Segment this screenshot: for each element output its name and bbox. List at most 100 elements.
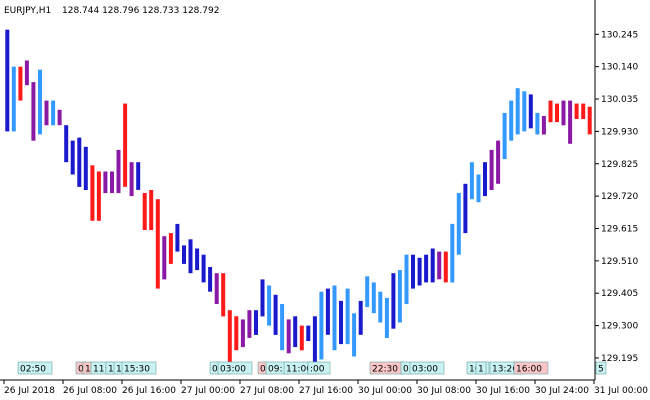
price-bar bbox=[267, 285, 272, 326]
y-tick-label: 129.825 bbox=[601, 160, 638, 170]
price-bar bbox=[541, 116, 546, 135]
price-bar bbox=[110, 171, 114, 194]
time-marker-label: 11: bbox=[93, 365, 107, 375]
time-marker-label: 1 bbox=[116, 365, 122, 375]
time-marker-label: 03:00 bbox=[412, 365, 438, 375]
price-bar bbox=[443, 251, 448, 283]
price-bar bbox=[240, 319, 245, 348]
y-tick-label: 129.405 bbox=[601, 289, 638, 299]
time-marker[interactable]: 1 bbox=[475, 361, 487, 375]
x-tick-label: 27 Jul 00:00 bbox=[181, 386, 235, 396]
price-bar bbox=[18, 66, 23, 101]
price-bar bbox=[397, 270, 402, 323]
time-marker-label: 22:30 bbox=[372, 365, 398, 375]
price-bar bbox=[417, 257, 422, 286]
time-marker[interactable]: 15:30 bbox=[121, 361, 157, 375]
price-bar bbox=[568, 100, 573, 144]
price-bar bbox=[502, 112, 507, 160]
price-bar bbox=[378, 291, 383, 323]
price-bar bbox=[325, 288, 330, 335]
price-bar bbox=[391, 273, 396, 329]
time-marker-label: 0 bbox=[403, 365, 409, 375]
time-marker[interactable]: :00 bbox=[307, 361, 331, 375]
price-bar bbox=[280, 304, 285, 351]
time-marker-box bbox=[409, 361, 445, 375]
time-markers-layer: 02:50 0 1 11: 1 1 15:30 0 03:00 0 09: 11:00:00 22:30… bbox=[17, 361, 607, 375]
time-marker-label: 11:00 bbox=[286, 365, 312, 375]
price-bar bbox=[195, 248, 200, 271]
price-bar bbox=[496, 140, 501, 184]
chart-ohlc: 128.744 128.796 128.733 128.792 bbox=[62, 6, 219, 16]
time-marker-label: 09: bbox=[268, 365, 282, 375]
price-bar bbox=[201, 254, 206, 283]
time-marker[interactable]: 02:50 bbox=[17, 361, 53, 375]
x-tick-label: 27 Jul 08:00 bbox=[240, 386, 294, 396]
price-bar bbox=[11, 66, 16, 132]
time-marker-label: 1 bbox=[85, 365, 91, 375]
x-tick-label: 30 Jul 08:00 bbox=[417, 386, 471, 396]
price-bar bbox=[286, 319, 291, 354]
time-marker-label: 13:26 bbox=[492, 365, 518, 375]
price-bar bbox=[424, 254, 429, 283]
x-tick-label: 26 Jul 2018 bbox=[4, 386, 55, 396]
price-bar bbox=[535, 112, 540, 135]
price-bar bbox=[129, 162, 134, 197]
price-bar bbox=[430, 248, 435, 283]
price-bar bbox=[312, 316, 317, 372]
price-bar bbox=[352, 313, 357, 357]
price-bar bbox=[254, 310, 258, 335]
x-tick-label: 30 Jul 16:00 bbox=[476, 386, 530, 396]
price-bar bbox=[38, 69, 42, 135]
price-bar bbox=[175, 223, 180, 252]
time-marker-label: 1 bbox=[108, 365, 114, 375]
price-bar bbox=[522, 91, 527, 132]
price-bar bbox=[123, 103, 128, 187]
price-bar bbox=[90, 165, 95, 221]
price-bar bbox=[574, 103, 579, 119]
price-bar bbox=[24, 60, 29, 86]
price-bar bbox=[548, 100, 553, 123]
price-bar bbox=[450, 223, 455, 283]
price-bar bbox=[64, 125, 69, 163]
price-bar bbox=[221, 273, 226, 317]
price-bar bbox=[260, 279, 265, 317]
price-bar bbox=[234, 316, 239, 351]
price-bar bbox=[463, 183, 468, 234]
price-bar bbox=[136, 162, 141, 190]
price-bar bbox=[168, 233, 173, 264]
price-bar bbox=[306, 325, 311, 341]
time-marker-label: 5 bbox=[598, 365, 604, 375]
y-tick-label: 129.930 bbox=[601, 127, 638, 137]
time-marker[interactable]: 16:00 bbox=[513, 361, 549, 375]
price-bar bbox=[247, 310, 252, 338]
time-axis[interactable]: 26 Jul 2018 26 Jul 08:00 26 Jul 16:00 27 Ju… bbox=[3, 380, 648, 396]
y-tick-label: 129.300 bbox=[601, 322, 638, 332]
y-tick-label: 129.510 bbox=[601, 257, 638, 267]
price-bar bbox=[411, 254, 415, 289]
price-bar bbox=[31, 82, 36, 141]
price-bar bbox=[561, 100, 566, 126]
price-bar bbox=[365, 276, 370, 308]
time-marker-box bbox=[217, 361, 253, 375]
time-marker-label: 1 bbox=[478, 365, 484, 375]
time-marker-box bbox=[513, 361, 549, 375]
time-marker[interactable]: 03:00 bbox=[409, 361, 445, 375]
price-bar bbox=[319, 291, 324, 360]
price-axis[interactable]: 130.245 130.140 130.035 129.930 129.825 129.7… bbox=[595, 30, 638, 364]
price-bar bbox=[332, 285, 337, 351]
time-marker[interactable]: 03:00 bbox=[217, 361, 253, 375]
price-bar bbox=[51, 100, 56, 126]
time-marker[interactable]: 22:30 bbox=[369, 361, 405, 375]
time-marker-box bbox=[475, 361, 487, 375]
price-bar bbox=[339, 300, 343, 345]
time-marker[interactable]: 0 bbox=[400, 361, 412, 375]
time-marker[interactable]: 5 bbox=[595, 361, 607, 375]
time-marker-label: 0 bbox=[260, 365, 266, 375]
price-bar bbox=[208, 267, 213, 292]
price-bar bbox=[273, 294, 278, 335]
price-bar bbox=[142, 193, 147, 230]
price-bar bbox=[149, 190, 154, 231]
price-bar bbox=[116, 149, 121, 194]
